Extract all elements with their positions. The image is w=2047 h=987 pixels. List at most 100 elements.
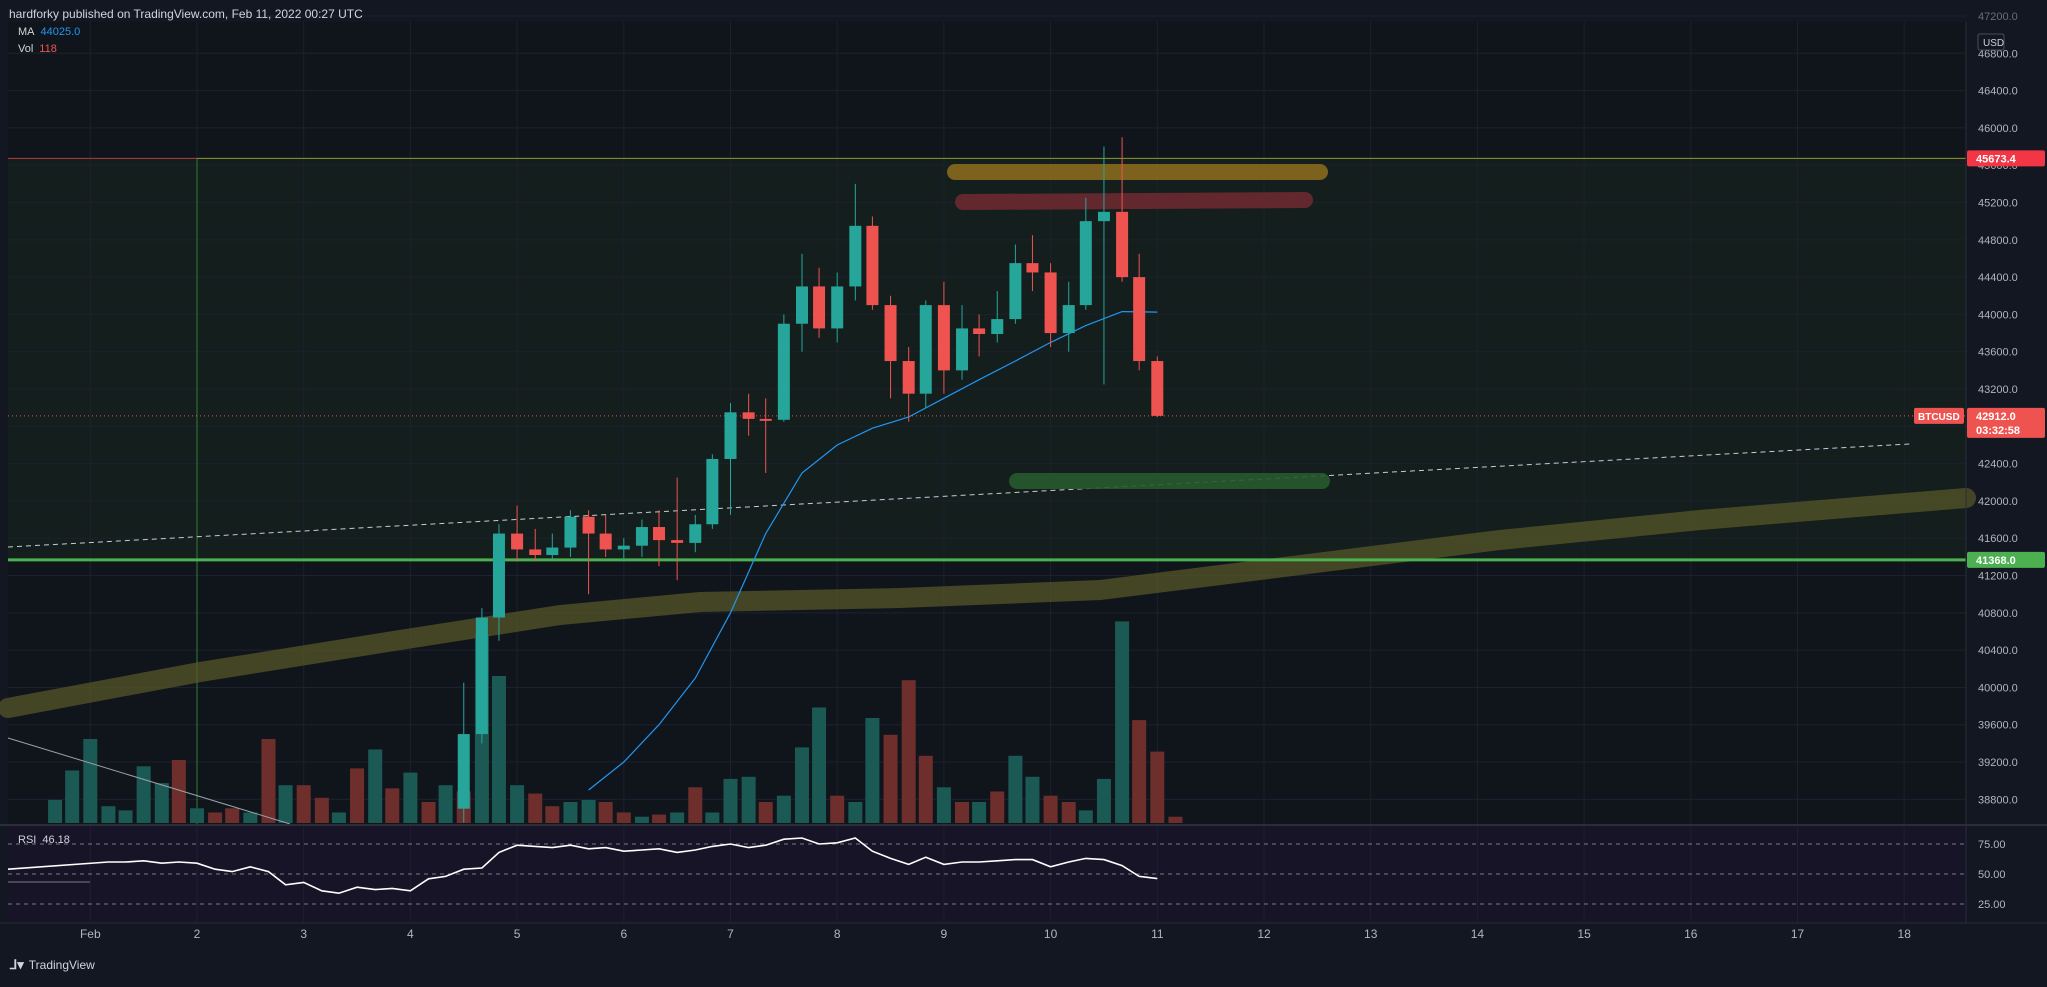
candle-body — [457, 734, 470, 809]
candle-body — [991, 319, 1004, 335]
ascending-dashed-trendline[interactable] — [7, 443, 1911, 548]
rsi-legend[interactable]: RSI 46.18 — [18, 834, 70, 846]
volume-bar — [812, 707, 827, 823]
candle-body — [831, 286, 844, 329]
current-price-tag-text: 03:32:58 — [1976, 425, 2020, 437]
price-axis-label: 45200.0 — [1978, 198, 2018, 210]
volume-bar — [972, 802, 987, 823]
price-axis-label: 43600.0 — [1978, 347, 2018, 359]
resistance-price-tag[interactable] — [1967, 150, 2045, 167]
tradingview-logo-text: TradingView — [28, 958, 95, 972]
vol-legend-label: Vol — [18, 43, 34, 55]
volume-bar — [385, 788, 400, 823]
price-axis-label: 46800.0 — [1978, 48, 2018, 60]
time-axis-label: 9 — [941, 927, 948, 941]
candle-body — [937, 305, 950, 371]
tradingview-logo-icon: ⅃▾ — [10, 957, 24, 972]
publisher-header: hardforky published on TradingView.com, … — [9, 7, 363, 21]
rsi-axis-label: 25.00 — [1978, 899, 2006, 911]
volume-bar — [865, 718, 880, 823]
candle-body — [724, 412, 737, 459]
candle-body — [511, 533, 524, 550]
candle-body — [956, 328, 969, 371]
volume-bar — [350, 768, 365, 823]
vol-legend[interactable]: Vol 118 — [18, 43, 57, 55]
volume-bar — [794, 747, 809, 823]
volume-bar — [955, 802, 970, 823]
price-axis-label: 39600.0 — [1978, 720, 2018, 732]
current-price-tag[interactable] — [1967, 407, 2045, 438]
volume-bar — [1096, 778, 1111, 823]
highlight-marker-red[interactable] — [955, 192, 1313, 210]
candle-body — [706, 458, 719, 525]
candle-body — [1062, 305, 1075, 334]
candle-body — [529, 549, 542, 556]
time-axis-label: 8 — [834, 927, 841, 941]
candle-body — [777, 323, 790, 420]
price-axis-label: 46000.0 — [1978, 123, 2018, 135]
price-axis-label: 40400.0 — [1978, 645, 2018, 657]
support-price-tag[interactable] — [1967, 551, 2045, 568]
time-axis-label: 5 — [514, 927, 521, 941]
resistance-price-tag-text: 45673.4 — [1976, 153, 2017, 165]
time-axis-label: 12 — [1257, 927, 1271, 941]
time-axis-label: 16 — [1684, 927, 1698, 941]
volume-bar — [741, 776, 756, 823]
volume-bar — [528, 793, 543, 823]
price-axis-label: 39200.0 — [1978, 757, 2018, 769]
volume-bar — [1150, 751, 1165, 823]
highlighted-trend-band[interactable] — [0, 488, 1976, 718]
volume-bar — [563, 802, 578, 823]
price-axis-label: 40800.0 — [1978, 608, 2018, 620]
time-axis-label: 7 — [727, 927, 734, 941]
symbol-tag[interactable] — [1914, 407, 1964, 424]
time-axis-label: 4 — [407, 927, 414, 941]
currency-badge[interactable] — [1977, 33, 2005, 51]
volume-bar — [1008, 755, 1023, 823]
volume-bar — [171, 760, 186, 823]
volume-bar — [278, 785, 293, 823]
time-axis-label: 18 — [1898, 927, 1912, 941]
volume-bar — [1168, 816, 1183, 823]
ma-line — [588, 310, 1158, 791]
tradingview-logo[interactable]: ⅃▾ TradingView — [10, 957, 95, 973]
volume-bar — [368, 749, 383, 823]
candle-body — [813, 286, 826, 329]
price-axis-label: 47200.0 — [1978, 11, 2018, 23]
volume-bar — [545, 806, 560, 823]
volume-bar — [901, 680, 916, 823]
candle-body — [759, 418, 772, 421]
rsi-axis-label: 75.00 — [1978, 839, 2006, 851]
volume-bar — [688, 787, 703, 823]
candle-body — [1151, 361, 1164, 416]
rsi-legend-label: RSI — [18, 834, 37, 846]
ma-legend[interactable]: MA 44025.0 — [18, 26, 80, 38]
volume-bar — [1115, 621, 1130, 823]
candle-body — [902, 361, 915, 394]
volume-bar — [830, 795, 845, 823]
volume-bar — [723, 778, 738, 823]
volume-bar — [634, 816, 649, 823]
vol-legend-value: 118 — [39, 43, 57, 55]
price-axis-label: 42400.0 — [1978, 459, 2018, 471]
volume-bar — [208, 812, 223, 823]
volume-bar — [936, 787, 951, 823]
symbol-tag-text: BTCUSD — [1918, 412, 1960, 423]
candle-body — [564, 516, 577, 548]
time-axis-label: 10 — [1044, 927, 1058, 941]
volume-bar — [990, 791, 1005, 823]
volume-bar — [118, 810, 133, 823]
volume-bar — [776, 795, 791, 823]
volume-bar — [1043, 795, 1058, 823]
candle-body — [582, 516, 595, 534]
candle-body — [1009, 263, 1022, 320]
candle-body — [884, 305, 897, 362]
candle-body — [1026, 263, 1039, 273]
trendline-drawing[interactable] — [7, 737, 291, 825]
volume-bar — [101, 806, 116, 823]
volume-bar — [1061, 802, 1076, 823]
time-axis-label: 14 — [1471, 927, 1485, 941]
ma-legend-label: MA — [18, 26, 35, 38]
